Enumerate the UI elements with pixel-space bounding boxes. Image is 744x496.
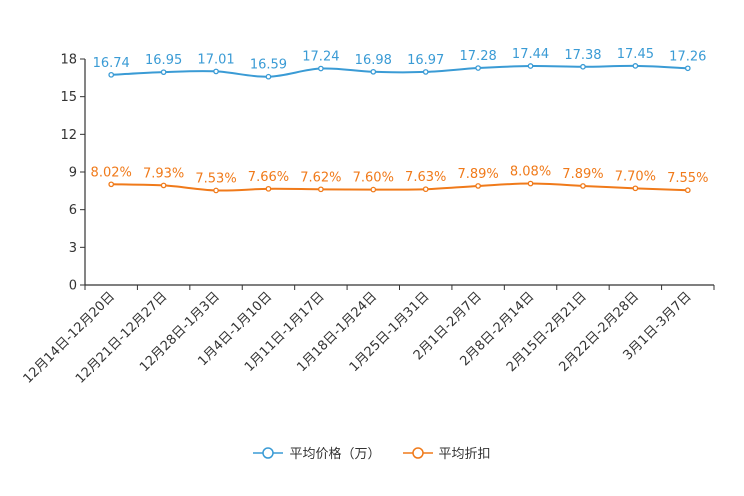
y-tick-label: 0 <box>69 279 77 294</box>
data-label: 7.93% <box>143 166 184 181</box>
data-label: 7.66% <box>248 170 289 185</box>
x-tick-label: 12月21日-12月27日 <box>73 289 170 386</box>
data-label: 16.74 <box>93 56 130 71</box>
data-point[interactable] <box>370 68 377 75</box>
legend: 平均价格（万） 平均折扣 <box>0 443 744 462</box>
data-point[interactable] <box>527 63 534 69</box>
y-tick-label: 18 <box>60 53 77 68</box>
data-point[interactable] <box>160 69 167 76</box>
data-point[interactable] <box>684 187 691 194</box>
data-label: 16.97 <box>407 53 444 68</box>
data-label: 17.01 <box>197 52 234 67</box>
data-label: 17.44 <box>512 47 549 62</box>
y-tick-label: 3 <box>69 241 77 256</box>
data-point[interactable] <box>632 185 639 192</box>
y-tick-label: 12 <box>60 128 77 143</box>
data-label: 7.70% <box>615 169 656 184</box>
data-point[interactable] <box>160 182 167 189</box>
data-label: 16.95 <box>145 53 182 68</box>
data-label: 7.60% <box>353 171 394 186</box>
data-label: 7.55% <box>667 171 708 186</box>
legend-line-circle-icon <box>402 446 433 459</box>
y-tick-label: 6 <box>69 203 77 218</box>
data-point[interactable] <box>265 73 272 80</box>
legend-item-discount[interactable]: 平均折扣 <box>402 443 491 462</box>
data-label: 16.98 <box>355 53 392 68</box>
data-point[interactable] <box>580 183 586 189</box>
data-label: 17.26 <box>669 49 706 64</box>
data-point[interactable] <box>527 180 534 187</box>
data-point[interactable] <box>632 63 639 69</box>
data-point[interactable] <box>370 186 377 193</box>
data-label: 17.24 <box>302 50 339 65</box>
legend-item-price[interactable]: 平均价格（万） <box>253 443 381 462</box>
data-label: 8.08% <box>510 165 551 180</box>
data-point[interactable] <box>684 65 691 72</box>
legend-label-price: 平均价格（万） <box>289 447 381 462</box>
legend-line-circle-icon <box>253 446 284 459</box>
data-label: 17.38 <box>564 48 601 63</box>
data-label: 7.89% <box>457 167 498 182</box>
data-label: 7.53% <box>195 171 236 186</box>
data-point[interactable] <box>475 183 481 189</box>
data-point[interactable] <box>318 65 324 72</box>
y-tick-label: 15 <box>60 90 77 105</box>
data-point[interactable] <box>213 68 219 75</box>
data-point[interactable] <box>580 63 586 70</box>
data-point[interactable] <box>108 181 115 188</box>
data-label: 17.45 <box>617 47 654 62</box>
data-point[interactable] <box>265 185 272 192</box>
data-label: 16.59 <box>250 58 287 73</box>
x-tick-label: 12月14日-12月20日 <box>21 289 118 386</box>
series-line-0 <box>111 64 688 78</box>
data-point[interactable] <box>475 65 481 71</box>
series-line-1 <box>111 182 688 192</box>
data-point[interactable] <box>422 69 429 75</box>
data-label: 7.89% <box>562 167 603 182</box>
y-tick-label: 9 <box>69 166 77 181</box>
data-point[interactable] <box>213 187 219 194</box>
data-point[interactable] <box>318 186 324 193</box>
data-point[interactable] <box>108 71 115 78</box>
legend-label-discount: 平均折扣 <box>438 447 491 462</box>
data-label: 17.28 <box>460 49 497 64</box>
data-label: 8.02% <box>91 165 132 180</box>
data-label: 7.63% <box>405 170 446 185</box>
data-point[interactable] <box>422 186 429 193</box>
data-label: 7.62% <box>300 170 341 185</box>
